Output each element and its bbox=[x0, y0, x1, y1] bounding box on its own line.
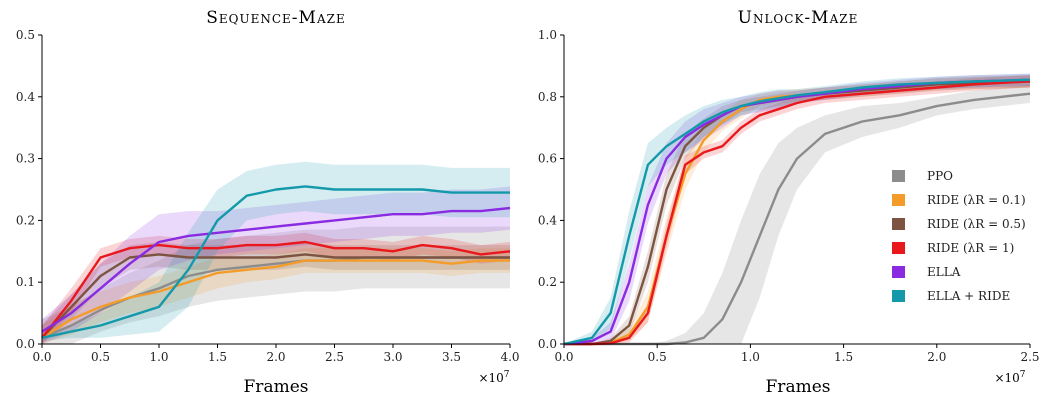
legend: PPO RIDE (λR = 0.1) RIDE (λR = 0.5) RIDE (λ… bbox=[892, 169, 1026, 303]
series-line-3 bbox=[564, 80, 1031, 346]
confidence-band-5 bbox=[42, 161, 510, 341]
x-tick-label: 0.5 bbox=[648, 350, 667, 364]
panel-unlock-maze: Unlock-Maze 0.0 0.5 1.0 1.5 2.0 2.50.00.20.40… bbox=[538, 8, 1040, 397]
x-tick-label: 2.5 bbox=[325, 350, 344, 364]
series-line-3 bbox=[41, 240, 511, 339]
y-tick-label: 0.6 bbox=[538, 152, 557, 166]
confidence-band-0 bbox=[564, 84, 1030, 344]
x-tick-label: 0.0 bbox=[554, 350, 573, 364]
x-axis-label-right: Frames bbox=[766, 377, 831, 397]
x-tick-label: 1.5 bbox=[834, 350, 853, 364]
y-tick-label: 0.8 bbox=[538, 90, 557, 104]
y-tick-label: 0.3 bbox=[16, 152, 35, 166]
x-multiplier-right: ×107 bbox=[994, 370, 1025, 385]
plot-area-left: 0.0 0.5 1.0 1.5 2.0 2.5 3.0 3.5 4.0 0.0 0.1 0.2 0.3 0… bbox=[16, 28, 520, 364]
legend-swatch bbox=[892, 290, 905, 302]
legend-label: RIDE (λR = 0.5) bbox=[927, 217, 1026, 231]
y-tick-label: 0.5 bbox=[16, 28, 35, 42]
y-tick-label: 1.0 bbox=[538, 28, 557, 42]
x-tick-label: 3.5 bbox=[442, 350, 461, 364]
chart-title-left: Sequence-Maze bbox=[206, 8, 345, 28]
confidence-band-0 bbox=[42, 226, 510, 344]
x-axis-label-left: Frames bbox=[244, 377, 309, 397]
y-tick-label: 0.2 bbox=[538, 275, 557, 289]
legend-swatch bbox=[892, 170, 905, 182]
series-line-5 bbox=[41, 185, 510, 339]
legend-swatch bbox=[892, 242, 905, 254]
x-tick-label: 4.0 bbox=[500, 350, 519, 364]
legend-label: PPO bbox=[927, 169, 953, 183]
series-line-1 bbox=[41, 259, 510, 339]
x-tick-label: 0.5 bbox=[91, 350, 110, 364]
y-tick-label: 0.0 bbox=[538, 337, 557, 351]
x-tick-label: 2.0 bbox=[927, 350, 946, 364]
series-line-5 bbox=[563, 78, 1031, 346]
chart-title-right: Unlock-Maze bbox=[738, 8, 859, 28]
x-tick-label: 2.5 bbox=[1020, 350, 1039, 364]
legend-label: RIDE (λR = 0.1) bbox=[927, 193, 1026, 207]
confidence-band-2 bbox=[42, 242, 510, 344]
x-tick-label: 2.0 bbox=[266, 350, 285, 364]
x-tick-label: 3.0 bbox=[383, 350, 402, 364]
legend-label: ELLA + RIDE bbox=[927, 289, 1010, 303]
x-multiplier-left: ×107 bbox=[478, 370, 509, 385]
x-tick-label: 1.5 bbox=[208, 350, 227, 364]
panel-sequence-maze: Sequence-Maze 0.0 0.5 1.0 1.5 2.0 2.5 3.0 3.5 4.… bbox=[16, 8, 520, 397]
confidence-band-4 bbox=[42, 186, 510, 344]
x-tick-label: 1.0 bbox=[149, 350, 168, 364]
x-tick-label: 1.0 bbox=[741, 350, 760, 364]
legend-swatch bbox=[892, 194, 905, 206]
y-tick-label: 0.0 bbox=[16, 337, 35, 351]
legend-swatch bbox=[892, 218, 905, 230]
legend-label: RIDE (λR = 1) bbox=[927, 241, 1014, 255]
confidence-band-1 bbox=[42, 248, 510, 344]
y-tick-label: 0.2 bbox=[16, 213, 35, 227]
legend-label: ELLA bbox=[927, 265, 961, 279]
y-tick-label: 0.4 bbox=[16, 90, 35, 104]
y-tick-label: 0.1 bbox=[16, 275, 35, 289]
series-line-2 bbox=[41, 253, 510, 339]
y-tick-label: 0.4 bbox=[538, 213, 557, 227]
x-tick-label: 0.0 bbox=[32, 350, 51, 364]
series-line-4 bbox=[41, 206, 511, 333]
plot-area-right: 0.0 0.5 1.0 1.5 2.0 2.5 0.0 0.2 0.4 0.6 0.8 1.0 bbox=[538, 28, 1040, 364]
legend-swatch bbox=[892, 266, 905, 278]
